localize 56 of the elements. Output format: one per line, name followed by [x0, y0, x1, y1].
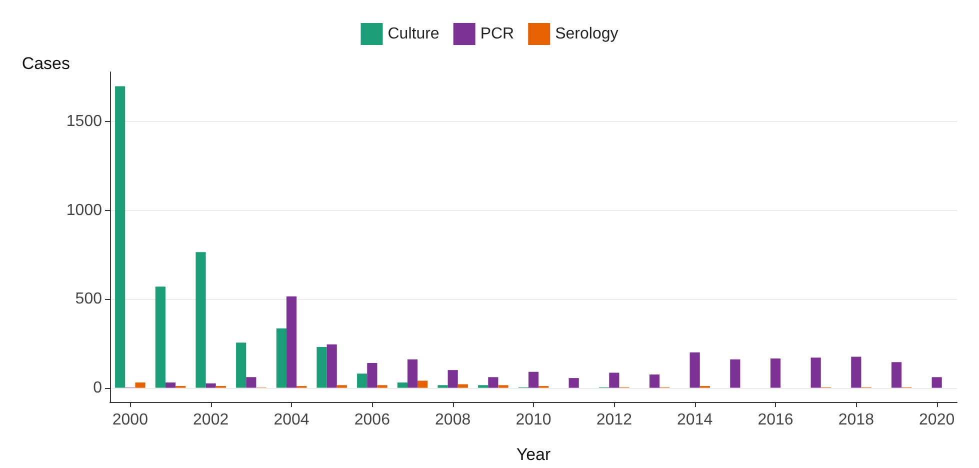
bar: [851, 356, 862, 388]
bar: [649, 374, 660, 388]
bar: [407, 359, 418, 388]
bar: [932, 377, 942, 388]
bar: [367, 362, 378, 388]
x-tick-label: 2018: [838, 412, 874, 428]
y-axis-title: Cases: [22, 54, 70, 73]
bar: [488, 377, 498, 388]
y-tick-label: 500: [75, 290, 102, 308]
bar: [891, 362, 902, 388]
bar: [357, 374, 368, 388]
x-tick-label: 2006: [354, 412, 390, 428]
bar: [377, 385, 388, 388]
bar: [286, 296, 297, 388]
bar: [770, 358, 781, 388]
x-tick-label: 2008: [435, 412, 471, 428]
bar: [438, 385, 448, 388]
y-tick-label: 1500: [66, 113, 102, 130]
legend-label: Serology: [555, 26, 618, 42]
bar: [115, 86, 126, 388]
x-tick-label: 2016: [758, 412, 794, 428]
bar: [458, 384, 468, 388]
bar: [276, 328, 286, 388]
bar: [135, 382, 146, 388]
bar: [418, 380, 428, 388]
x-tick-label: 2012: [596, 412, 632, 428]
x-tick-label: 2020: [919, 412, 955, 428]
bar: [236, 342, 246, 388]
bar: [478, 385, 488, 388]
bar: [397, 382, 408, 388]
y-tick-label: 1000: [66, 202, 102, 219]
bar: [316, 347, 327, 388]
bar: [155, 286, 166, 388]
bar: [326, 344, 337, 388]
bar: [448, 370, 458, 388]
x-axis-title: Year: [516, 445, 552, 464]
bar: [206, 383, 216, 388]
bar: [498, 385, 508, 388]
legend-label: Culture: [388, 26, 440, 42]
x-tick-label: 2010: [516, 412, 552, 428]
legend-label: PCR: [480, 26, 514, 42]
bar: [336, 385, 347, 388]
bar: [165, 382, 176, 388]
bar: [568, 378, 579, 388]
x-tick-label: 2014: [677, 412, 713, 428]
bar: [609, 372, 620, 388]
y-tick-label: 0: [93, 379, 102, 396]
bar: [690, 352, 700, 388]
bar: [810, 358, 821, 388]
x-tick-label: 2000: [112, 412, 148, 428]
x-tick-label: 2002: [193, 412, 229, 428]
x-tick-label: 2004: [274, 412, 310, 428]
bar: [730, 359, 740, 388]
bar: [246, 377, 256, 388]
bar: [196, 252, 206, 388]
bar: [528, 372, 539, 388]
